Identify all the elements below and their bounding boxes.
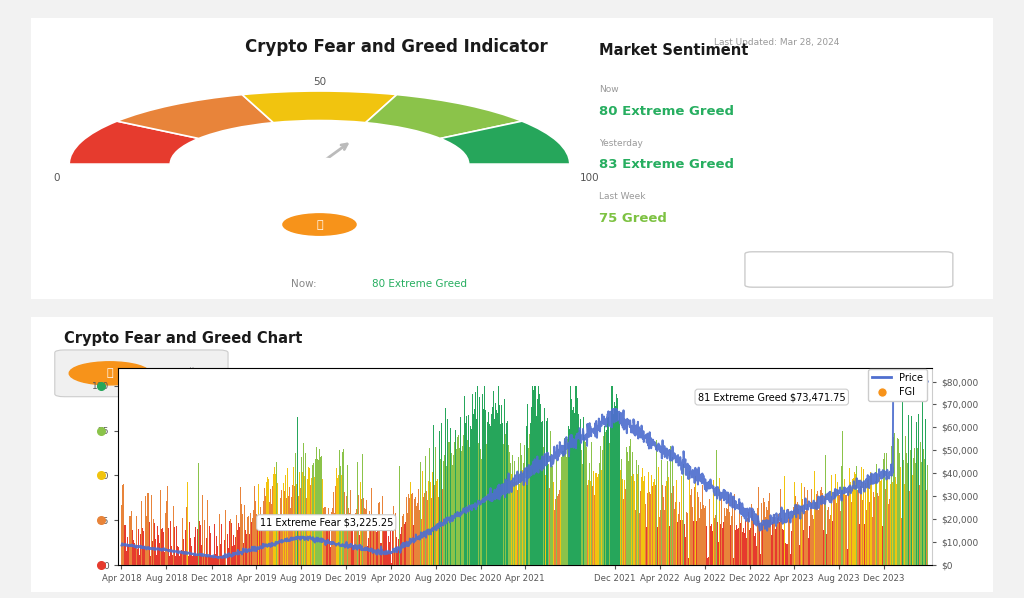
FancyBboxPatch shape xyxy=(16,313,1008,596)
Text: Yesterday: Yesterday xyxy=(599,139,642,148)
Text: Market Sentiment: Market Sentiment xyxy=(599,43,748,58)
Text: 81 Extreme Greed $73,471.75: 81 Extreme Greed $73,471.75 xyxy=(698,392,846,402)
FancyBboxPatch shape xyxy=(744,252,953,287)
Text: Crypto Fear and Greed Chart: Crypto Fear and Greed Chart xyxy=(65,331,303,346)
Circle shape xyxy=(70,362,151,385)
Legend: Price, FGI: Price, FGI xyxy=(868,369,927,401)
Text: ↗  Share: ↗ Share xyxy=(824,264,873,274)
Text: 50: 50 xyxy=(313,77,326,87)
Text: 83 Extreme Greed: 83 Extreme Greed xyxy=(599,158,733,172)
Text: 100: 100 xyxy=(580,173,599,183)
Text: 80 Extreme Greed: 80 Extreme Greed xyxy=(599,105,733,118)
Text: BTC ˅: BTC ˅ xyxy=(164,368,195,379)
Text: Now: Now xyxy=(599,86,618,94)
Wedge shape xyxy=(117,94,273,139)
Text: Last Week: Last Week xyxy=(599,192,645,201)
Text: Now:: Now: xyxy=(291,279,323,289)
Wedge shape xyxy=(440,121,569,164)
Wedge shape xyxy=(70,121,199,164)
Text: Crypto Fear and Greed Indicator: Crypto Fear and Greed Indicator xyxy=(245,38,548,56)
Text: 11 Extreme Fear $3,225.25: 11 Extreme Fear $3,225.25 xyxy=(259,518,393,527)
FancyBboxPatch shape xyxy=(54,350,228,396)
Text: 80 Extreme Greed: 80 Extreme Greed xyxy=(373,279,467,289)
Text: 75 Greed: 75 Greed xyxy=(599,212,667,225)
Circle shape xyxy=(283,214,356,235)
Wedge shape xyxy=(242,91,397,123)
FancyBboxPatch shape xyxy=(16,14,1008,303)
Text: Last Updated: Mar 28, 2024: Last Updated: Mar 28, 2024 xyxy=(714,38,840,47)
Text: 0: 0 xyxy=(53,173,59,183)
Circle shape xyxy=(298,158,341,170)
Wedge shape xyxy=(366,94,522,139)
Text: ₿: ₿ xyxy=(316,219,323,230)
Text: ₿: ₿ xyxy=(106,368,113,379)
